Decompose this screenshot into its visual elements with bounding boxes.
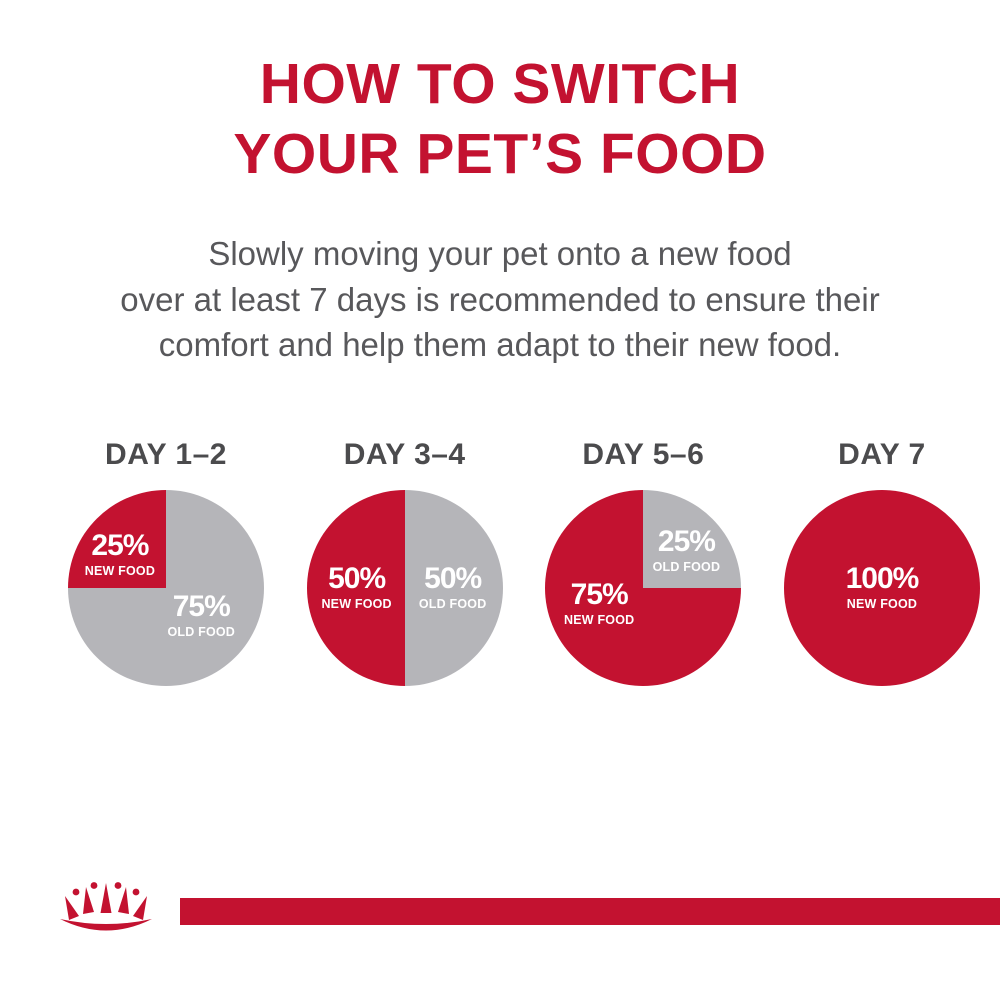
pie-chart-day-3-4: 50% NEW FOOD 50% OLD FOOD [306,489,503,686]
pie-slice-label-new-food: 75% NEW FOOD [551,577,647,627]
pie-column-day-1-2: DAY 1–2 25% NEW FOOD 75% OLD FOOD [68,438,264,686]
slice-name: OLD FOOD [652,559,721,574]
day-label: DAY 5–6 [582,437,705,471]
page-title-line-2: YOUR PET’S FOOD [233,121,767,186]
pie-chart-day-7: 100% NEW FOOD [783,489,980,686]
slice-percentage: 25% [657,524,716,558]
subtitle-line-2: over at least 7 days is recommended to e… [120,280,880,318]
pie-charts-row: DAY 1–2 25% NEW FOOD 75% OLD FOOD DAY 3–… [0,438,1000,686]
slice-name: OLD FOOD [418,597,487,612]
slice-percentage: 75% [172,589,231,623]
slice-percentage: 50% [328,562,386,596]
pie-chart-day-5-6: 75% NEW FOOD 25% OLD FOOD [545,489,742,686]
pie-column-day-7: DAY 7 100% NEW FOOD [783,437,980,686]
slice-name: NEW FOOD [564,612,635,627]
page-title: HOW TO SWITCH YOUR PET’S FOOD [0,50,1000,189]
footer [56,876,1000,946]
slice-percentage: 75% [570,577,629,611]
slice-name: OLD FOOD [167,624,236,639]
royal-canin-crown-icon [60,882,152,931]
pie-column-day-5-6: DAY 5–6 75% NEW FOOD 25% OLD FOOD [545,437,742,686]
page-title-line-1: HOW TO SWITCH [259,52,741,116]
slice-percentage: 100% [845,562,920,596]
slice-name: NEW FOOD [846,597,918,612]
slice-name: NEW FOOD [84,563,156,578]
day-label: DAY 7 [838,437,926,471]
subtitle-line-1: Slowly moving your pet onto a new food [208,235,792,273]
footer-red-bar [180,897,1000,925]
subtitle-line-3: comfort and help them adapt to their new… [158,326,842,364]
subtitle: Slowly moving your pet onto a new food o… [0,231,1000,368]
pie-slice-label-new-food: 25% NEW FOOD [76,528,164,578]
pie-slice-label-old-food: 25% OLD FOOD [641,524,731,574]
slice-name: NEW FOOD [321,597,392,612]
pie-slice-label-new-food: 50% NEW FOOD [311,562,403,612]
slice-percentage: 50% [424,562,482,596]
pie-column-day-3-4: DAY 3–4 50% NEW FOOD 50% OLD FOOD [306,437,503,686]
pie-slice-label-new-food: 100% NEW FOOD [784,562,980,612]
pie-chart-day-1-2: 25% NEW FOOD 75% OLD FOOD [68,489,264,686]
slice-percentage: 25% [91,528,149,562]
pie-slice-label-old-food: 75% OLD FOOD [150,589,252,639]
day-label: DAY 3–4 [343,437,466,471]
day-label: DAY 1–2 [105,437,227,471]
pie-slice-label-old-food: 50% OLD FOOD [407,562,499,612]
